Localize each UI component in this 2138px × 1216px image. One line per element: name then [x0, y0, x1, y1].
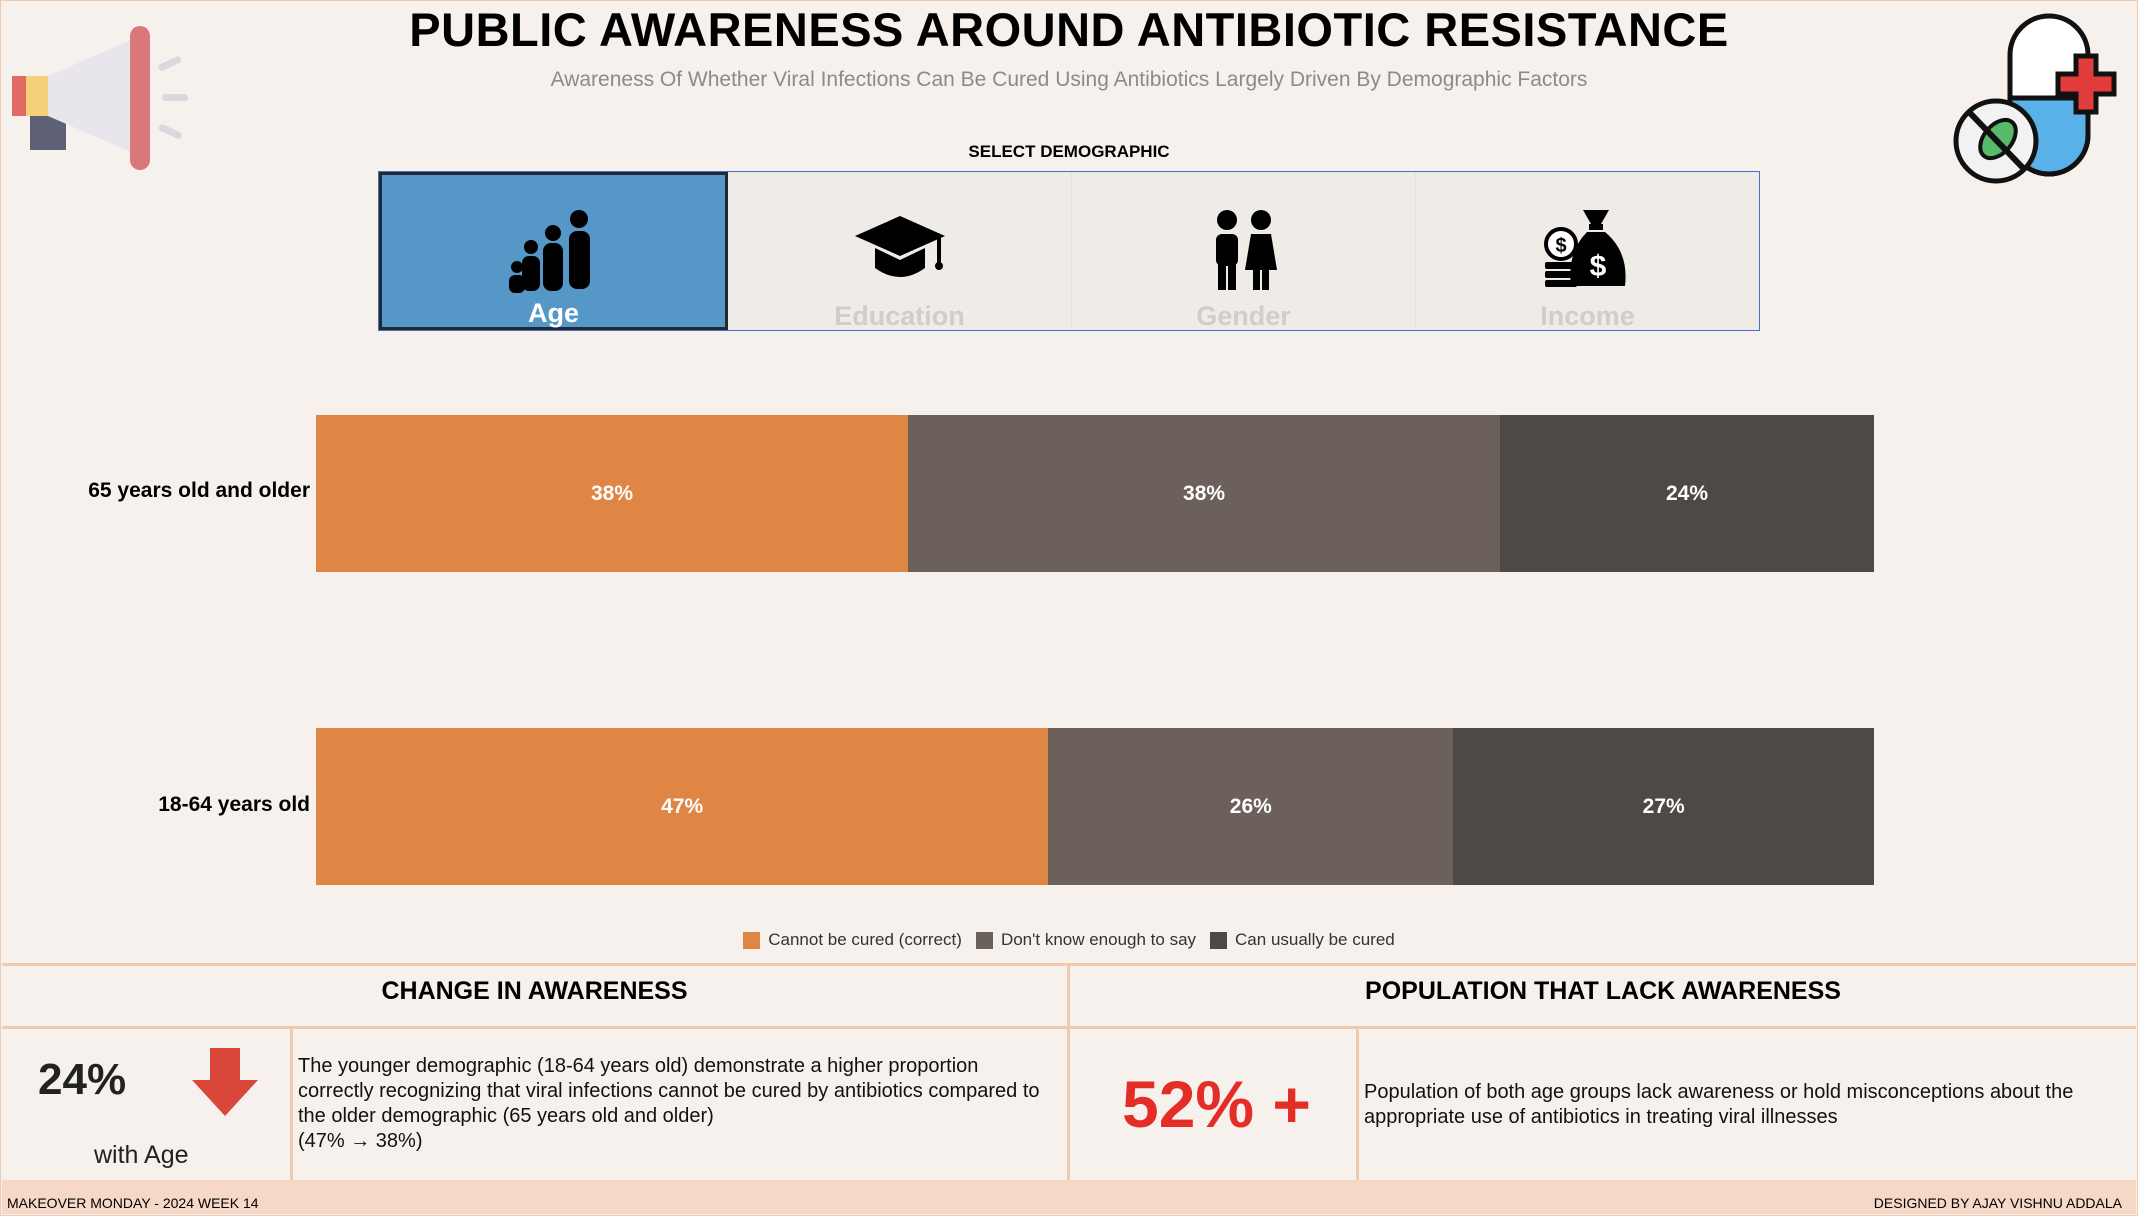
chart-legend: Cannot be cured (correct) Don't know enou… [0, 930, 2138, 950]
data-label: 27% [1642, 794, 1685, 818]
demographic-selector: Age Education Gender $ $ [378, 171, 1760, 331]
legend-item[interactable]: Don't know enough to say [975, 930, 1197, 950]
money-bag-icon: $ $ [1543, 210, 1626, 287]
change-value: 24% [38, 1055, 127, 1104]
tab-education[interactable]: Education [728, 172, 1072, 331]
legend-label: Can usually be cured [1235, 930, 1395, 949]
bar-segment[interactable]: 27% [1453, 728, 1874, 885]
tab-age-label: Age [527, 298, 579, 328]
bar-row-18-64: 47% 26% 27% [316, 728, 1874, 885]
footer-left-text: MAKEOVER MONDAY - 2024 WEEK 14 [7, 1195, 259, 1211]
data-label: 24% [1666, 481, 1709, 505]
svg-text:$: $ [1589, 250, 1606, 283]
change-description-values: (47% → 38%) [298, 1130, 423, 1152]
data-label: 47% [661, 794, 704, 818]
tab-gender[interactable]: Gender [1072, 172, 1416, 331]
bar-segment[interactable]: 47% [316, 728, 1049, 885]
legend-item[interactable]: Can usually be cured [1210, 930, 1395, 950]
legend-label: Don't know enough to say [1000, 930, 1197, 949]
legend-label: Cannot be cured (correct) [768, 930, 962, 949]
change-panel-title: CHANGE IN AWARENESS [381, 977, 688, 1005]
legend-swatch [1210, 931, 1228, 949]
bar-segment[interactable]: 24% [1500, 415, 1874, 572]
data-label: 38% [591, 481, 634, 505]
bar-segment[interactable]: 38% [908, 415, 1501, 572]
data-label: 26% [1229, 794, 1272, 818]
page-title: PUBLIC AWARENESS AROUND ANTIBIOTIC RESIS… [409, 3, 1729, 56]
select-demographic-label: SELECT DEMOGRAPHIC [968, 142, 1170, 161]
tab-education-label: Education [834, 301, 965, 331]
bar-segment[interactable]: 26% [1048, 728, 1454, 885]
legend-swatch [975, 931, 993, 949]
tab-gender-label: Gender [1196, 301, 1291, 331]
lack-value: 52% + [1122, 1067, 1311, 1141]
footer: MAKEOVER MONDAY - 2024 WEEK 14 DESIGNED … [2, 1180, 2136, 1214]
page-subtitle: Awareness Of Whether Viral Infections Ca… [550, 68, 1588, 91]
family-icon [508, 210, 590, 293]
tab-age[interactable]: Age [379, 172, 728, 330]
category-label-18-64: 18-64 years old [158, 793, 310, 816]
change-description-text: The younger demographic (18-64 years old… [298, 1055, 1040, 1127]
bar-segment[interactable]: 38% [316, 415, 909, 572]
change-panel-divider [290, 1028, 293, 1180]
legend-swatch [743, 931, 761, 949]
legend-item[interactable]: Cannot be cured (correct) [743, 930, 962, 950]
footer-credit-text: DESIGNED BY AJAY VISHNU ADDALA [1873, 1195, 2122, 1211]
category-label-65-plus: 65 years old and older [88, 479, 310, 502]
change-caption: with Age [94, 1141, 189, 1169]
down-arrow-icon [192, 1048, 258, 1116]
lack-description: Population of both age groups lack aware… [1364, 1081, 2074, 1128]
megaphone-icon [12, 26, 188, 170]
tab-income[interactable]: $ $ Income [1416, 172, 1759, 331]
gender-icon [1215, 210, 1277, 290]
svg-text:$: $ [1555, 235, 1566, 257]
lack-panel-title: POPULATION THAT LACK AWARENESS [1365, 977, 1841, 1005]
antibiotic-capsule-icon [1953, 13, 2117, 184]
tab-income-label: Income [1540, 301, 1635, 331]
graduation-cap-icon [854, 216, 945, 277]
change-description: The younger demographic (18-64 years old… [298, 1054, 1058, 1154]
lack-panel-divider [1356, 1028, 1359, 1180]
bar-row-65-plus: 38% 38% 24% [316, 415, 1874, 572]
panel-divider [1067, 963, 1070, 1180]
data-label: 38% [1183, 481, 1226, 505]
